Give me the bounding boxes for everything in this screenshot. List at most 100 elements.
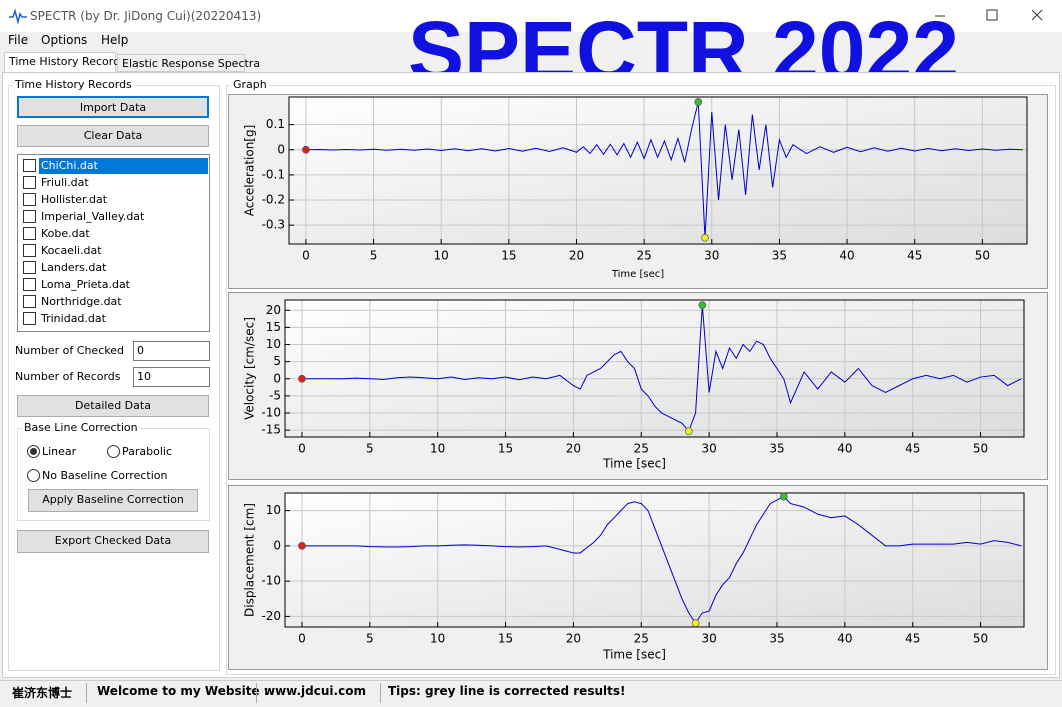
radio-label: Parabolic	[122, 445, 173, 458]
export-button[interactable]: Export Checked Data	[17, 530, 209, 553]
x-tick-label: 15	[501, 249, 516, 263]
y-tick-label: -0.1	[262, 167, 285, 181]
baseline-group: Base Line Correction	[17, 421, 210, 521]
x-tick-label: 10	[430, 442, 445, 456]
file-item[interactable]: Trinidad.dat	[41, 312, 106, 325]
x-tick-label: 25	[634, 632, 649, 646]
y-tick-label: 10	[266, 337, 281, 351]
menu-help[interactable]: Help	[101, 33, 129, 47]
plot-frame	[288, 96, 1028, 245]
plot-area	[285, 300, 1024, 437]
x-tick-label: 5	[366, 632, 374, 646]
y-axis-label: Displacement [cm]	[243, 503, 257, 617]
y-tick-label: -15	[261, 423, 281, 437]
group-label: Graph	[231, 78, 269, 91]
y-tick-label: -10	[261, 406, 281, 420]
separator	[256, 683, 257, 703]
menu-options[interactable]: Options	[41, 33, 88, 47]
file-item[interactable]: Kobe.dat	[41, 227, 90, 240]
y-tick-label: 10	[266, 503, 281, 517]
checkbox[interactable]	[23, 176, 36, 189]
y-tick-label: 0.1	[266, 117, 285, 131]
separator	[380, 683, 381, 703]
file-item[interactable]: Friuli.dat	[41, 176, 89, 189]
chart: 0 5 10 15 20 25 30 35 40 45 50 -20 -10 0 10 Time [sec] D…	[228, 485, 1048, 670]
file-item[interactable]: ChiChi.dat	[39, 158, 208, 174]
file-item[interactable]: Landers.dat	[41, 261, 107, 274]
x-axis-label: Time [sec]	[611, 269, 664, 280]
radio[interactable]	[107, 445, 120, 458]
file-item[interactable]: Imperial_Valley.dat	[41, 210, 145, 223]
max-marker	[698, 301, 707, 309]
checkbox[interactable]	[23, 295, 36, 308]
separator	[86, 683, 87, 703]
records-input[interactable]: 10	[133, 367, 210, 387]
min-marker	[684, 427, 693, 436]
y-tick-label: -0.2	[262, 193, 285, 207]
file-item[interactable]: Loma_Prieta.dat	[41, 278, 130, 291]
detail-button[interactable]: Detailed Data	[17, 395, 209, 417]
chart: 0 5 10 15 20 25 30 35 40 45 50 -0.3 -0.2 -0.1 0 0.1 Time…	[228, 94, 1048, 289]
x-tick-label: 40	[837, 442, 852, 456]
graph-group: Graph	[226, 78, 1056, 675]
apply-button[interactable]: Apply Baseline Correction	[28, 489, 198, 512]
start-marker	[302, 145, 310, 154]
checkbox[interactable]	[23, 210, 36, 223]
x-tick-label: 5	[366, 442, 374, 456]
file-item[interactable]: Northridge.dat	[41, 295, 122, 308]
menu-file[interactable]: File	[8, 33, 29, 47]
file-list: ChiChi.dat Friuli.dat Hollister.dat Imperia…	[17, 154, 210, 332]
min-marker	[701, 233, 709, 242]
plot-area	[285, 493, 1024, 627]
y-tick-label: 20	[266, 303, 281, 317]
status-welcome: Welcome to my Website :	[97, 684, 269, 698]
checkbox[interactable]	[23, 312, 36, 325]
x-axis-label: Time [sec]	[602, 457, 666, 471]
x-tick-label: 0	[298, 442, 306, 456]
window-controls[interactable]	[930, 6, 1055, 26]
file-item[interactable]: Kocaeli.dat	[41, 244, 102, 257]
y-tick-label: -0.3	[262, 218, 285, 232]
file-item[interactable]: Hollister.dat	[41, 193, 108, 206]
y-tick-label: 0	[273, 371, 281, 385]
clear-button[interactable]: Clear Data	[17, 125, 209, 147]
radio-checked[interactable]	[27, 445, 40, 458]
x-tick-label: 50	[975, 249, 990, 263]
plot-frame	[284, 492, 1025, 628]
x-tick-label: 45	[905, 442, 920, 456]
window-title: SPECTR (by Dr. JiDong Cui)(20220413)	[30, 9, 262, 23]
checkbox[interactable]	[23, 244, 36, 257]
y-tick-label: -10	[261, 574, 281, 588]
checkbox[interactable]	[23, 278, 36, 291]
x-tick-label: 10	[434, 249, 449, 263]
max-marker	[779, 492, 788, 501]
checked-input[interactable]: 0	[133, 341, 210, 361]
x-tick-label: 45	[905, 632, 920, 646]
data-line	[301, 305, 1022, 433]
checkbox[interactable]	[23, 261, 36, 274]
x-tick-label: 15	[498, 632, 513, 646]
tab[interactable]: Elastic Response Spectra	[117, 54, 260, 72]
tab-active[interactable]: Time History Records	[4, 52, 126, 72]
x-tick-label: 0	[302, 249, 310, 263]
y-tick-label: 0	[273, 538, 281, 552]
data-line	[301, 495, 1022, 625]
plot-area	[289, 97, 1027, 244]
status-url[interactable]: www.jdcui.com	[264, 684, 366, 698]
checkbox[interactable]	[23, 193, 36, 206]
y-tick-label: 5	[273, 354, 281, 368]
checkbox[interactable]	[23, 227, 36, 240]
max-marker	[694, 98, 703, 106]
checkbox[interactable]	[23, 159, 36, 172]
x-tick-label: 20	[569, 249, 584, 263]
x-tick-label: 20	[566, 632, 581, 646]
y-tick-label: 0	[277, 142, 285, 156]
x-tick-label: 35	[769, 442, 784, 456]
radio[interactable]	[27, 469, 40, 482]
x-tick-label: 50	[973, 442, 988, 456]
chart: 0 5 10 15 20 25 30 35 40 45 50 -15 -10 -5 0 5 10 15 20 Time…	[228, 292, 1048, 480]
x-tick-label: 35	[772, 249, 787, 263]
y-tick-label: -20	[261, 609, 281, 623]
import-button[interactable]: Import Data	[17, 96, 209, 118]
